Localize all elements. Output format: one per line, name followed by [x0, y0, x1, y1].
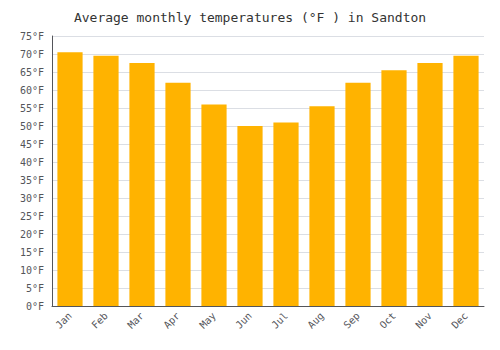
svg-text:Feb: Feb: [89, 310, 110, 331]
svg-text:45°F: 45°F: [20, 139, 44, 150]
svg-text:Sep: Sep: [341, 310, 362, 331]
svg-text:60°F: 60°F: [20, 85, 44, 96]
svg-text:Average monthly temperatures (: Average monthly temperatures (°F ) in Sa…: [74, 10, 426, 25]
svg-text:0°F: 0°F: [26, 301, 44, 312]
svg-text:55°F: 55°F: [20, 103, 44, 114]
svg-text:50°F: 50°F: [20, 121, 44, 132]
svg-text:75°F: 75°F: [20, 31, 44, 42]
svg-text:35°F: 35°F: [20, 175, 44, 186]
svg-text:Jun: Jun: [233, 310, 254, 331]
svg-text:Jan: Jan: [53, 310, 74, 331]
svg-text:Oct: Oct: [377, 310, 398, 331]
svg-text:Apr: Apr: [161, 310, 182, 331]
svg-text:25°F: 25°F: [20, 211, 44, 222]
svg-text:10°F: 10°F: [20, 265, 44, 276]
svg-text:Dec: Dec: [449, 310, 470, 331]
svg-text:Mar: Mar: [125, 310, 146, 331]
svg-text:Jul: Jul: [269, 310, 290, 331]
svg-text:40°F: 40°F: [20, 157, 44, 168]
svg-text:5°F: 5°F: [26, 283, 44, 294]
svg-text:30°F: 30°F: [20, 193, 44, 204]
svg-text:20°F: 20°F: [20, 229, 44, 240]
svg-text:May: May: [197, 310, 218, 331]
svg-text:65°F: 65°F: [20, 67, 44, 78]
svg-text:15°F: 15°F: [20, 247, 44, 258]
svg-text:70°F: 70°F: [20, 49, 44, 60]
svg-text:Nov: Nov: [413, 310, 434, 331]
svg-text:Aug: Aug: [305, 310, 326, 331]
